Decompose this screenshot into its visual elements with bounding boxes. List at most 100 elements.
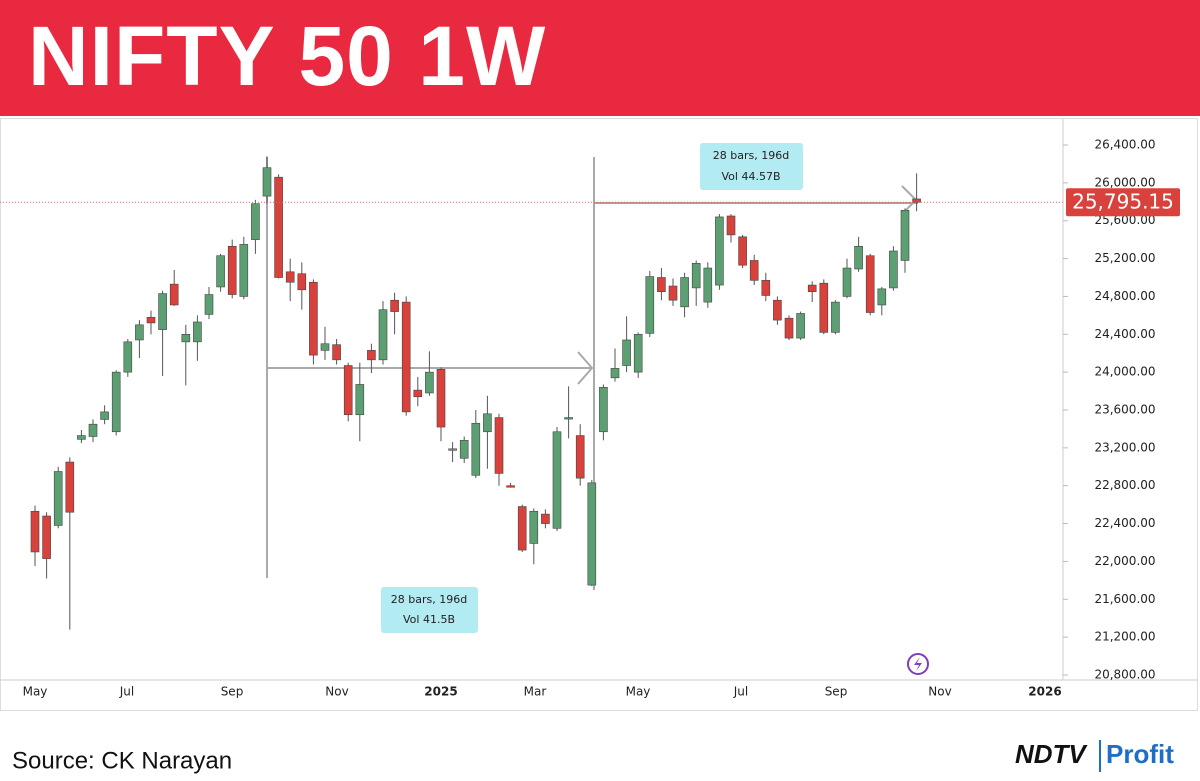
x-tick-label: Sep <box>825 685 848 699</box>
logo-profit: Profit <box>1106 739 1174 769</box>
candle-body <box>749 260 759 281</box>
candle <box>738 234 747 269</box>
candle-body <box>332 344 341 361</box>
candle <box>100 405 109 425</box>
candle <box>471 410 481 479</box>
candle-body <box>413 389 423 398</box>
candle-body <box>30 510 40 553</box>
candle-body <box>865 255 875 313</box>
candle-body <box>123 341 133 373</box>
candle-body <box>448 448 457 451</box>
candle <box>65 457 75 630</box>
candle <box>529 508 539 565</box>
candle <box>541 509 550 529</box>
candle <box>831 300 840 335</box>
candle-body <box>285 271 295 283</box>
candle <box>807 281 817 303</box>
candle-body <box>819 282 829 333</box>
candle-body <box>100 411 109 420</box>
candle <box>332 339 341 365</box>
candle-body <box>390 299 399 312</box>
annotation-text: Vol 41.5B <box>403 613 455 626</box>
candle <box>111 370 121 436</box>
candle <box>343 362 353 422</box>
candle <box>378 301 388 365</box>
candle <box>749 254 759 286</box>
candle-body <box>227 245 237 295</box>
annotation-box <box>381 587 478 633</box>
candle <box>436 367 446 442</box>
candle <box>645 270 655 338</box>
candle <box>227 239 237 299</box>
x-tick-label: Jul <box>119 685 134 699</box>
candle-body <box>564 417 573 420</box>
candle <box>77 429 86 444</box>
x-tick-label: Jul <box>733 685 748 699</box>
y-tick-label: 21,600.00 <box>1094 592 1155 606</box>
candle <box>204 286 214 320</box>
candle-body <box>773 299 782 321</box>
candle <box>726 214 736 243</box>
candle-body <box>309 281 318 356</box>
candle-body <box>135 324 144 341</box>
candle-body <box>320 343 330 351</box>
x-tick-label: Mar <box>524 685 547 699</box>
candle-body <box>88 423 98 437</box>
candle <box>262 156 272 204</box>
y-tick-label: 22,400.00 <box>1094 516 1155 530</box>
candle-body <box>158 293 167 330</box>
candle <box>390 292 399 335</box>
candle <box>506 482 515 488</box>
candle <box>599 384 608 441</box>
candle-body <box>274 176 283 278</box>
candle-body <box>517 506 527 551</box>
y-tick-label: 25,600.00 <box>1094 213 1155 227</box>
y-tick-label: 22,800.00 <box>1094 478 1155 492</box>
candle <box>320 326 330 360</box>
annotation-text: 28 bars, 196d <box>391 593 467 606</box>
candle-body <box>169 283 179 306</box>
candle <box>633 332 643 378</box>
candle <box>622 316 631 373</box>
x-tick-label: May <box>626 685 651 699</box>
candle-body <box>401 301 411 413</box>
candle <box>274 174 283 279</box>
candle <box>773 296 782 325</box>
candle-body <box>459 439 469 459</box>
candle-body <box>622 339 631 366</box>
candle <box>169 269 179 306</box>
candle-body <box>355 384 365 416</box>
annotation-text: 28 bars, 196d <box>713 149 789 162</box>
candle-body <box>726 215 736 236</box>
candle-body <box>193 321 202 343</box>
candle-body <box>251 203 260 240</box>
candle-body <box>181 333 191 343</box>
candle-body <box>831 301 840 333</box>
y-tick-label: 24,800.00 <box>1094 289 1155 303</box>
logo-ndtv: NDTV <box>1015 739 1088 769</box>
candle-body <box>761 280 771 296</box>
y-tick-label: 23,600.00 <box>1094 403 1155 417</box>
candle-body <box>42 515 51 559</box>
candle-body <box>575 435 585 479</box>
candle <box>158 290 167 376</box>
y-tick-label: 21,200.00 <box>1094 630 1155 644</box>
candle-body <box>807 284 817 292</box>
source-text: Source: CK Narayan <box>12 747 232 774</box>
price-label: 25,795.15 <box>1072 190 1174 214</box>
candle <box>842 258 852 299</box>
candle <box>367 343 376 374</box>
alert-icon[interactable] <box>907 653 929 675</box>
candle-body <box>691 263 701 289</box>
candle <box>494 413 504 486</box>
candle <box>216 253 225 292</box>
candle-body <box>587 482 597 586</box>
candle-body <box>367 350 376 361</box>
candle <box>146 310 156 335</box>
candle <box>889 246 898 291</box>
candle <box>680 272 689 318</box>
candle <box>30 505 40 567</box>
candle <box>703 262 713 308</box>
